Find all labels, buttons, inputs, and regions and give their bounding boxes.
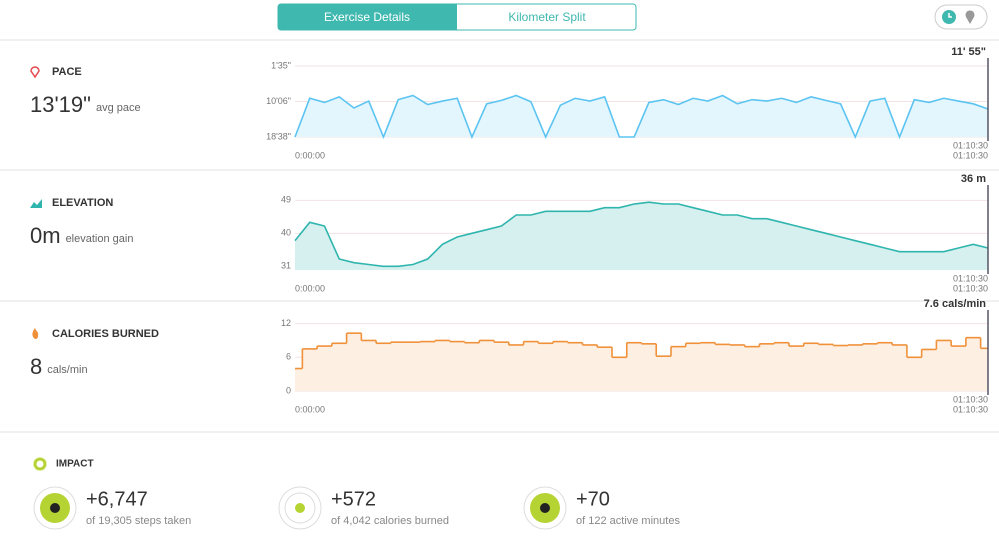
impact-glyph — [540, 503, 550, 513]
metric-title: CALORIES BURNED — [52, 328, 159, 340]
cursor-value: 11' 55" — [951, 46, 986, 58]
metric-value: 13'19" — [30, 92, 91, 117]
pace-icon — [30, 66, 40, 79]
impact-value: +572 — [331, 488, 376, 510]
tab-active-bg[interactable] — [278, 4, 457, 30]
tab[interactable]: Kilometer Split — [508, 10, 586, 24]
impact-caption: of 19,305 steps taken — [86, 515, 191, 527]
y-tick-label: 0 — [286, 385, 291, 395]
y-tick-label: 31 — [281, 261, 291, 271]
y-tick-label: 12 — [281, 318, 291, 328]
x-tick-label: 0:00:00 — [295, 404, 325, 414]
cursor-value: 36 m — [961, 173, 986, 185]
line — [294, 201, 989, 268]
impact-caption: of 4,042 calories burned — [331, 515, 449, 527]
metric-title: PACE — [52, 66, 82, 78]
clock-hands — [948, 13, 952, 18]
metric-unit: elevation gain — [66, 233, 134, 245]
cursor-time: 01:10:30 — [953, 394, 988, 404]
area-fill — [295, 202, 988, 270]
impact-icon — [33, 457, 47, 471]
section-title: IMPACT — [56, 459, 94, 470]
area-fill — [295, 95, 988, 137]
y-tick-label: 6 — [286, 352, 291, 362]
impact-value: +6,747 — [86, 488, 148, 510]
y-tick-label: 18'38" — [266, 131, 291, 141]
tab[interactable]: Exercise Details — [324, 10, 410, 24]
metric-unit: avg pace — [96, 102, 141, 114]
separators — [0, 39, 999, 433]
x-tick-label: 0:00:00 — [295, 283, 325, 293]
metric-value: 0m — [30, 223, 61, 248]
y-tick-label: 1'35" — [271, 60, 291, 70]
impact-caption: of 122 active minutes — [576, 515, 680, 527]
impact-value: +70 — [576, 488, 610, 510]
cursor-time: 01:10:30 — [953, 140, 988, 150]
y-tick-label: 40 — [281, 228, 291, 238]
cursor-time: 01:10:30 — [953, 273, 988, 283]
x-tick-label: 01:10:30 — [953, 404, 988, 414]
x-tick-label: 01:10:30 — [953, 283, 988, 293]
y-tick-label: 49 — [281, 195, 291, 205]
impact-glyph — [50, 503, 60, 513]
metric-unit: cals/min — [47, 364, 87, 376]
metric-title: ELEVATION — [52, 197, 113, 209]
calories-icon — [32, 328, 39, 339]
y-tick-label: 10'06" — [266, 96, 291, 106]
metric-value: 8 — [30, 354, 42, 379]
map-icon[interactable] — [965, 10, 975, 24]
area-fill — [295, 333, 988, 391]
x-tick-label: 0:00:00 — [295, 150, 325, 160]
elevation-icon — [30, 199, 42, 208]
impact-glyph — [295, 503, 305, 513]
x-tick-label: 01:10:30 — [953, 150, 988, 160]
cursor-value: 7.6 cals/min — [924, 298, 987, 310]
line — [294, 94, 989, 140]
